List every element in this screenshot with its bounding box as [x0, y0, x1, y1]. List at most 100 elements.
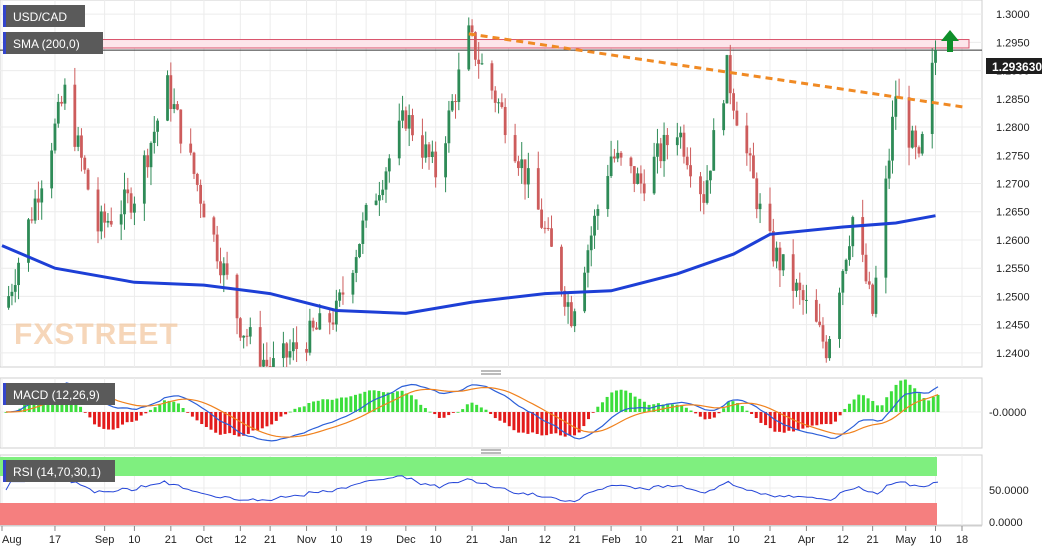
macd-histogram-bar: [764, 412, 768, 426]
candle-body: [272, 358, 275, 367]
macd-histogram-bar: [591, 412, 595, 413]
date-tick-label: Oct: [195, 534, 212, 546]
candle-body: [566, 302, 570, 307]
macd-histogram-bar: [656, 403, 660, 412]
candle-body: [473, 32, 477, 60]
macd-histogram-bar: [461, 409, 465, 412]
rsi-badge[interactable]: RSI (14,70,30,1): [3, 460, 115, 482]
macd-histogram-bar: [218, 412, 222, 435]
price-tick-label: 1.2550: [996, 263, 1030, 275]
candle-body: [129, 193, 133, 213]
candle-body: [123, 189, 126, 215]
macd-histogram-bar: [74, 401, 78, 412]
macd-histogram-bar: [130, 412, 134, 422]
macd-histogram-bar: [442, 412, 446, 418]
candle-body: [291, 342, 295, 352]
candle-body: [13, 285, 17, 292]
macd-histogram-bar: [722, 408, 726, 412]
macd-histogram-bar: [479, 407, 483, 412]
macd-histogram-bar: [847, 403, 851, 412]
candle-body: [248, 327, 252, 337]
macd-histogram-bar: [628, 392, 632, 412]
macd-histogram-bar: [838, 412, 842, 416]
candle-body: [195, 173, 199, 185]
macd-histogram-bar: [447, 412, 451, 416]
price-tick-label: 1.2950: [996, 37, 1030, 49]
panel-resize-handle[interactable]: [481, 449, 501, 454]
candle-body: [606, 176, 610, 210]
macd-histogram-bar: [573, 412, 577, 436]
macd-histogram-bar: [526, 412, 530, 434]
candle-body: [848, 246, 851, 260]
candle-body: [490, 63, 494, 91]
candle-body: [50, 150, 54, 189]
candle-body: [636, 173, 639, 184]
candle-body: [659, 143, 663, 162]
candle-body: [503, 106, 507, 136]
candle-body: [560, 246, 563, 291]
candle-body: [844, 259, 848, 272]
candle-body: [189, 143, 193, 153]
candle-body: [513, 135, 517, 162]
candle-body: [37, 198, 40, 203]
macd-histogram-bar: [642, 401, 646, 412]
macd-histogram-bar: [852, 399, 856, 412]
macd-histogram-bar: [927, 400, 931, 412]
macd-histogram-bar: [605, 396, 609, 412]
macd-line: [5, 382, 939, 442]
macd-histogram-bar: [689, 410, 693, 412]
candle-body: [341, 292, 345, 295]
macd-histogram-bar: [535, 412, 539, 434]
candle-body: [712, 130, 716, 171]
sma-badge[interactable]: SMA (200,0): [3, 32, 103, 54]
macd-histogram-bar: [93, 412, 97, 425]
candle-body: [795, 282, 798, 291]
candle-body: [828, 339, 831, 359]
panel-resize-handle[interactable]: [481, 370, 501, 375]
candle-body: [192, 152, 196, 174]
macd-histogram-bar: [102, 412, 106, 429]
candle-body: [169, 75, 173, 110]
macd-histogram-bar: [698, 412, 702, 417]
symbol-badge[interactable]: USD/CAD: [3, 5, 85, 27]
date-tick-label: 21: [764, 534, 776, 546]
macd-histogram-bar: [433, 412, 437, 415]
macd-histogram-bar: [288, 411, 292, 413]
macd-histogram-bar: [405, 393, 409, 412]
macd-histogram-bar: [391, 392, 395, 412]
macd-histogram-bar: [768, 412, 772, 429]
candle-body: [619, 152, 623, 158]
macd-histogram-bar: [400, 390, 404, 412]
candle-body: [361, 220, 365, 244]
candle-body: [30, 219, 34, 221]
candle-body: [838, 292, 841, 340]
macd-histogram-bar: [563, 412, 567, 437]
macd-histogram-bar: [386, 392, 390, 412]
macd-histogram-bar: [614, 390, 618, 412]
rsi-line: [5, 468, 939, 503]
macd-histogram-bar: [843, 408, 847, 412]
current-price-label: 1.293630: [986, 58, 1042, 74]
candle-body: [629, 157, 633, 167]
candle-body: [199, 184, 203, 204]
candle-body: [887, 160, 891, 179]
candle-body: [454, 101, 457, 103]
macd-histogram-bar: [293, 408, 297, 412]
macd-histogram-bar: [423, 408, 427, 412]
candle-body: [53, 123, 57, 151]
candle-body: [212, 217, 216, 235]
date-tick-label: 10: [430, 534, 442, 546]
candle-body: [447, 110, 451, 144]
candle-body: [133, 203, 136, 213]
macd-histogram-bar: [894, 384, 898, 412]
price-tick-label: 1.2400: [996, 348, 1030, 360]
macd-histogram-bar: [354, 394, 357, 412]
macd-badge[interactable]: MACD (12,26,9): [3, 383, 115, 405]
svg-text:MACD (12,26,9): MACD (12,26,9): [13, 388, 100, 402]
macd-histogram-bar: [493, 412, 497, 419]
candle-body: [421, 135, 424, 158]
candle-body: [63, 84, 67, 104]
candle-body: [758, 203, 762, 210]
macd-histogram-bar: [829, 412, 833, 425]
